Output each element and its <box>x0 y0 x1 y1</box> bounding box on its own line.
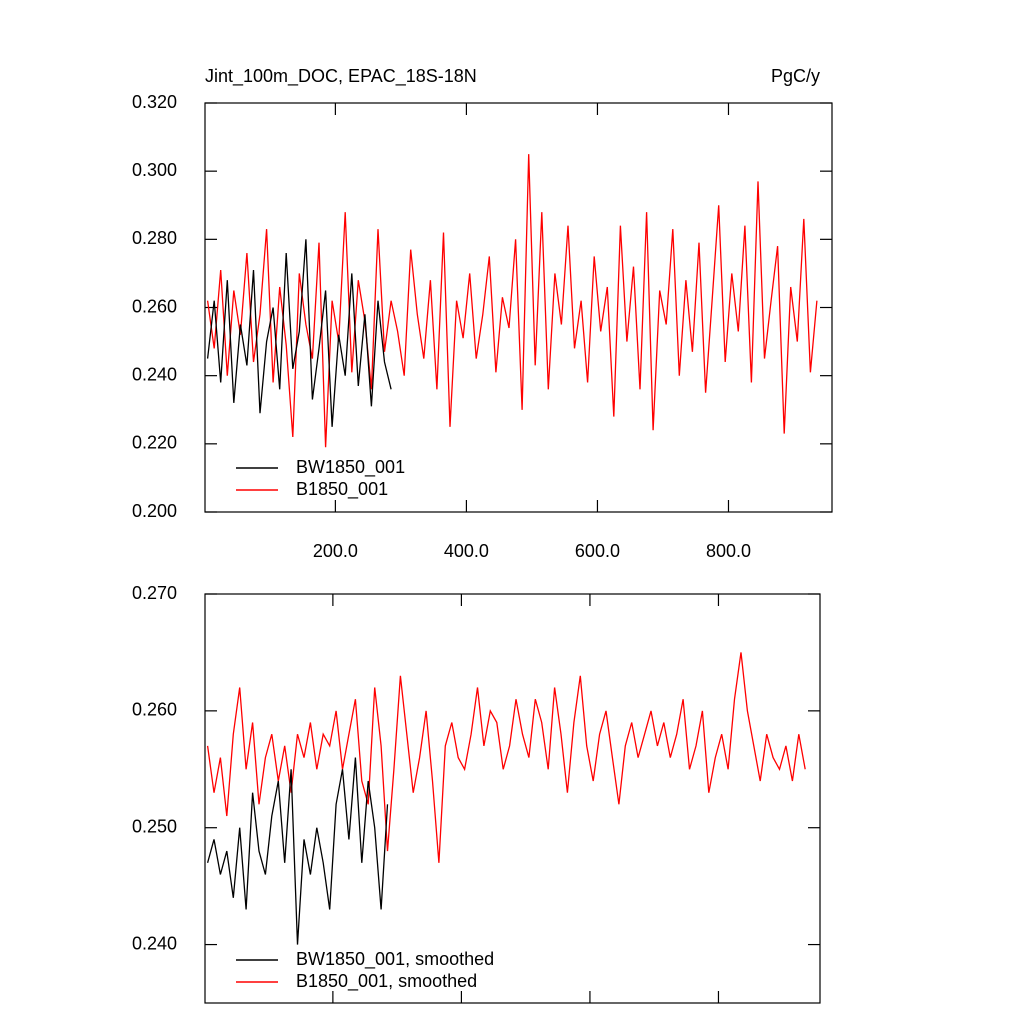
x-tick-label: 800.0 <box>706 541 751 561</box>
y-tick-label: 0.260 <box>132 700 177 720</box>
chart-title: Jint_100m_DOC, EPAC_18S-18N <box>205 66 477 87</box>
y-tick-label: 0.300 <box>132 160 177 180</box>
data-line <box>206 154 818 448</box>
plot-frame <box>204 593 821 1004</box>
y-tick-label: 0.220 <box>132 433 177 453</box>
y-tick-label: 0.240 <box>132 933 177 953</box>
y-tick-label: 0.280 <box>132 228 177 248</box>
y-tick-label: 0.250 <box>132 816 177 836</box>
legend-label: BW1850_001 <box>296 457 405 478</box>
legend-label: BW1850_001, smoothed <box>296 949 494 970</box>
y-tick-label: 0.240 <box>132 364 177 384</box>
plot-frame <box>204 102 833 513</box>
y-tick-label: 0.270 <box>132 583 177 603</box>
x-tick-label: 400.0 <box>444 541 489 561</box>
legend-label: B1850_001, smoothed <box>296 971 477 992</box>
x-tick-label: 200.0 <box>313 541 358 561</box>
data-line <box>206 239 392 427</box>
data-line <box>206 757 389 945</box>
y-tick-label: 0.320 <box>132 92 177 112</box>
legend-label: B1850_001 <box>296 479 388 500</box>
data-line <box>206 652 806 863</box>
y-tick-label: 0.260 <box>132 296 177 316</box>
y-tick-label: 0.200 <box>132 501 177 521</box>
units-label: PgC/y <box>771 66 820 86</box>
x-tick-label: 600.0 <box>575 541 620 561</box>
